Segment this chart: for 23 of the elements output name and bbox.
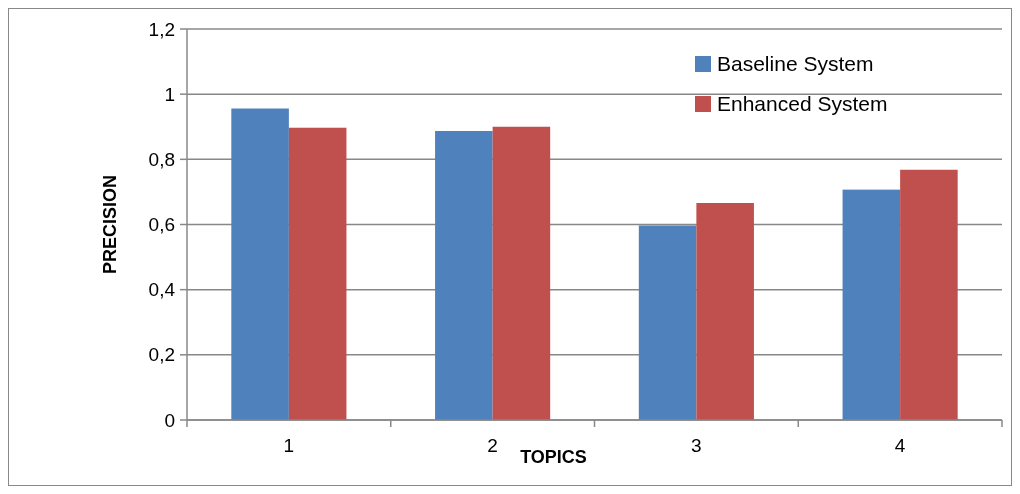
legend-label: Enhanced System: [717, 92, 888, 116]
x-tick-label: 2: [487, 435, 498, 456]
bar: [842, 189, 901, 420]
bar: [288, 127, 347, 420]
bar: [696, 203, 754, 420]
x-tick-label: 1: [283, 435, 295, 456]
x-tick-label: 3: [691, 435, 702, 456]
y-tick-label: 1,2: [148, 18, 175, 40]
y-tick-label: 0,2: [148, 344, 175, 366]
y-tick-label: 0,6: [148, 214, 175, 236]
bar: [638, 225, 697, 420]
y-tick-label: 1: [164, 83, 175, 105]
x-axis-title: TOPICS: [520, 447, 587, 467]
legend-label: Baseline System: [717, 52, 874, 76]
bar: [435, 130, 493, 420]
bar: [900, 169, 958, 420]
bar: [492, 126, 551, 420]
y-axis-title: PRECISION: [100, 174, 120, 275]
y-tick-label: 0,8: [148, 148, 175, 170]
y-tick-label: 0,4: [148, 279, 176, 301]
bar: [231, 108, 289, 420]
y-tick-label: 0: [164, 409, 175, 431]
x-tick-label: 4: [894, 435, 906, 456]
